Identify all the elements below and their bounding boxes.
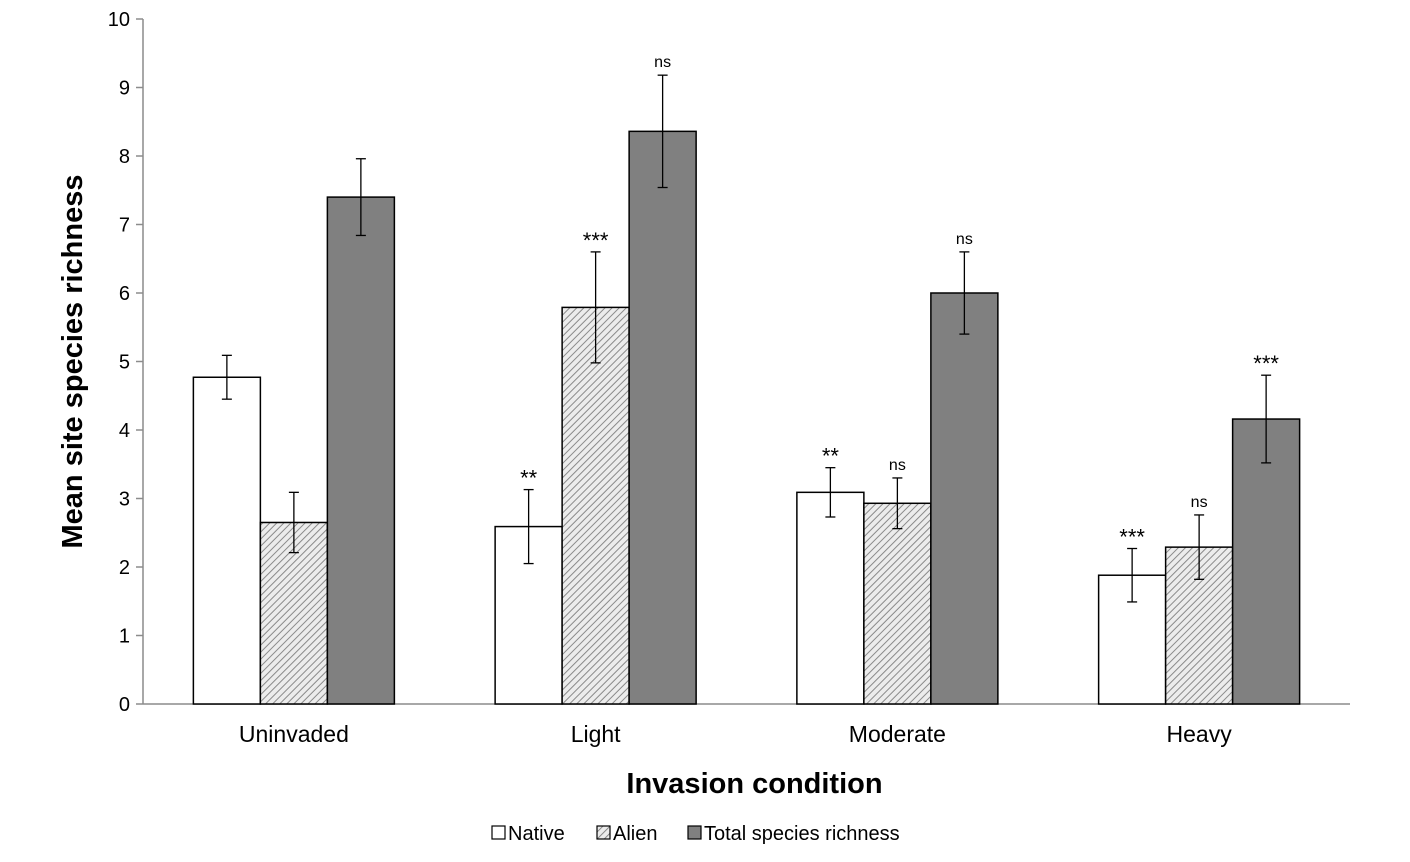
bar-total-species-richness-light <box>628 130 697 705</box>
significance-label: ns <box>956 231 973 248</box>
bar-alien-light <box>561 306 630 705</box>
bar-alien-moderate <box>863 502 932 705</box>
legend: Native Alien Total species richness <box>491 823 900 845</box>
bar-total-species-richness-uninvaded <box>326 196 396 705</box>
legend-label: Native <box>508 823 565 845</box>
x-tick-label: Light <box>571 721 621 747</box>
bar-alien-uninvaded <box>259 521 329 705</box>
bar-native-uninvaded <box>192 376 262 705</box>
y-tick-label: 2 <box>119 557 130 579</box>
legend-swatch-native <box>491 825 506 840</box>
y-tick-label: 5 <box>119 352 130 374</box>
bar-total-species-richness-heavy <box>1231 418 1301 705</box>
legend-label: Total species richness <box>704 823 900 845</box>
significance-label: ns <box>889 457 906 474</box>
y-axis-title: Mean site species richness <box>57 175 89 549</box>
y-tick-label: 0 <box>119 694 130 716</box>
y-tick-label: 8 <box>119 146 130 168</box>
significance-label: ** <box>822 444 840 469</box>
bar-total-species-richness-moderate <box>930 292 999 705</box>
significance-label: ns <box>654 54 671 71</box>
significance-label: *** <box>1119 525 1145 550</box>
y-tick-label: 10 <box>108 9 130 31</box>
bar-native-moderate <box>796 491 865 705</box>
significance-label: ns <box>1191 494 1208 511</box>
significance-label: ** <box>520 466 538 491</box>
legend-swatch-alien <box>596 825 611 840</box>
legend-swatch-total-species-richness <box>687 825 702 840</box>
y-tick-label: 4 <box>119 420 130 442</box>
y-tick-label: 1 <box>119 626 130 648</box>
significance-label: *** <box>583 228 609 253</box>
significance-label: *** <box>1253 351 1279 376</box>
x-tick-label: Moderate <box>849 721 946 747</box>
y-tick-label: 7 <box>119 215 130 237</box>
legend-label: Alien <box>613 823 657 845</box>
x-axis-title: Invasion condition <box>626 768 882 800</box>
x-tick-label: Uninvaded <box>239 721 349 747</box>
x-tick-label: Heavy <box>1167 721 1233 747</box>
y-tick-label: 3 <box>119 489 130 511</box>
y-tick-label: 9 <box>119 78 130 100</box>
y-tick-label: 6 <box>119 283 130 305</box>
